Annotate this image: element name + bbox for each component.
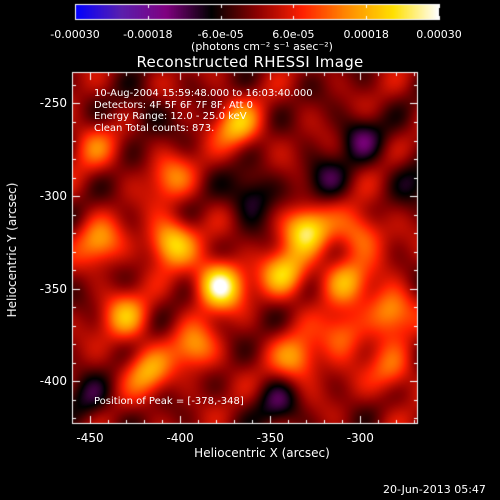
y-tick-label: -350 <box>39 281 67 296</box>
colorbar-tick-label: 6.0e-05 <box>272 28 315 41</box>
colorbar-tick-label: -6.0e-05 <box>197 28 244 41</box>
y-tick-label: -250 <box>39 96 67 111</box>
y-tick-label: -300 <box>39 189 67 204</box>
chart-title: Reconstructed RHESSI Image <box>136 53 364 71</box>
colorbar-unit-label: (photons cm⁻² s⁻¹ asec⁻²) <box>191 40 333 53</box>
energy-range-annotation: Energy Range: 12.0 - 25.0 keV <box>94 111 247 122</box>
x-tick-label: -400 <box>166 431 194 445</box>
y-axis-label: Heliocentric Y (arcsec) <box>5 182 19 318</box>
colorbar-tick-label: 0.00018 <box>343 28 389 41</box>
footer-timestamp: 20-Jun-2013 05:47 <box>383 483 486 496</box>
peak-position-annotation: Position of Peak = [-378,-348] <box>94 396 244 407</box>
x-axis-label: Heliocentric X (arcsec) <box>194 446 330 460</box>
x-tick-label: -450 <box>76 431 104 445</box>
colorbar-tick-label: 0.00030 <box>416 28 462 41</box>
time-range-annotation: 10-Aug-2004 15:59:48.000 to 16:03:40.000 <box>94 88 313 99</box>
x-tick-label: -350 <box>256 431 284 445</box>
clean-counts-annotation: Clean Total counts: 873. <box>94 122 215 134</box>
colorbar-tick-label: -0.00030 <box>50 28 100 41</box>
x-tick-label: -300 <box>346 431 374 445</box>
y-tick-label: -400 <box>39 374 67 389</box>
detectors-annotation: Detectors: 4F 5F 6F 7F 8F, Att 0 <box>94 99 254 111</box>
colorbar-tick-label: -0.00018 <box>123 28 173 41</box>
